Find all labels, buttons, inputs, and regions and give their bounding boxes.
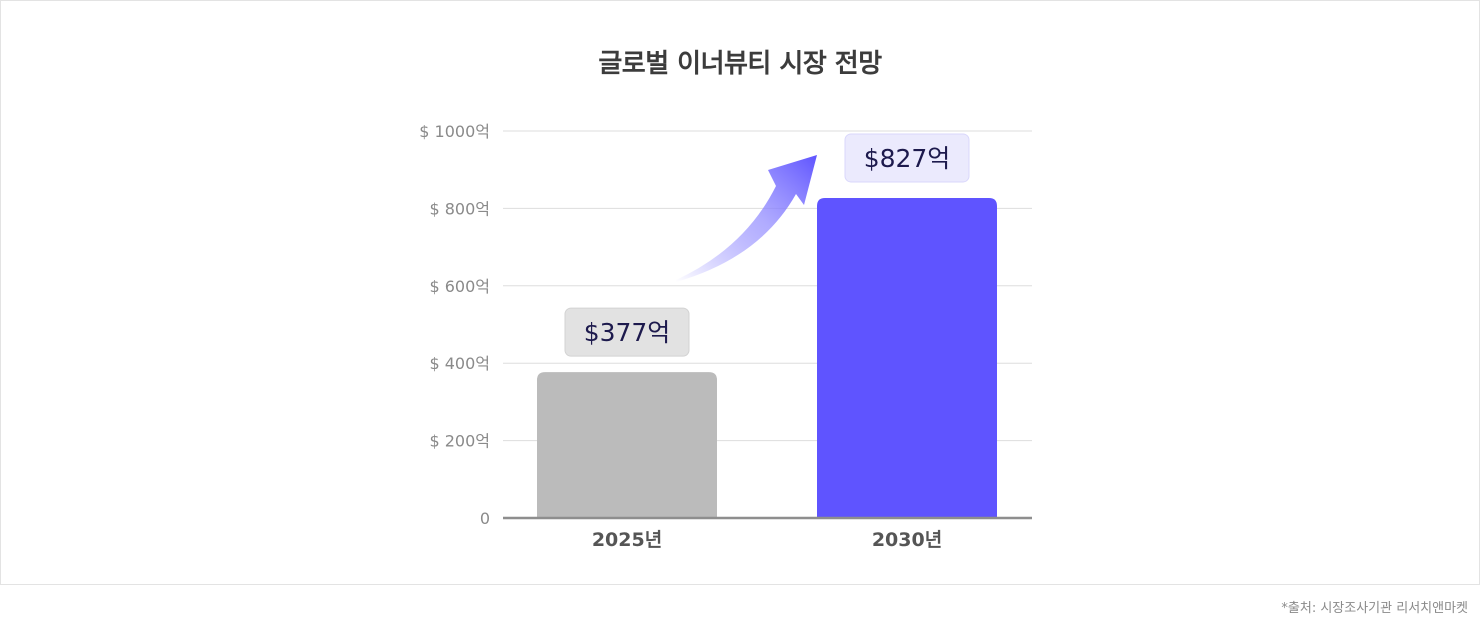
value-label-box [564, 307, 690, 357]
y-tick-label: 0 [480, 509, 490, 528]
value-labels: $377억 $827억 [564, 133, 970, 357]
chart-frame [0, 0, 1480, 585]
x-tick-label: 2030년 [872, 529, 942, 551]
chart-title: 글로벌 이너뷰티 시장 전망 [598, 49, 882, 79]
y-axis-ticks: 0 $ 200억 $ 400억 $ 600억 $ 800억 $ 1000억 [419, 122, 490, 528]
bar-2030 [817, 197, 997, 519]
value-label: $377억 [584, 318, 671, 347]
growth-arrow-icon [676, 155, 817, 282]
value-label-box [844, 133, 970, 183]
x-axis-ticks: 2025년 2030년 [592, 529, 942, 551]
y-tick-label: $ 400억 [429, 354, 490, 373]
value-label: $827억 [864, 144, 951, 173]
y-tick-label: $ 800억 [429, 199, 490, 218]
source-note: *출처: 시장조사기관 리서치앤마켓 [1281, 601, 1468, 616]
y-tick-label: $ 200억 [429, 432, 490, 451]
bar-2025 [537, 372, 717, 518]
y-tick-label: $ 600억 [429, 277, 490, 296]
y-tick-label: $ 1000억 [419, 122, 490, 141]
x-tick-label: 2025년 [592, 529, 662, 551]
bars [537, 197, 997, 519]
